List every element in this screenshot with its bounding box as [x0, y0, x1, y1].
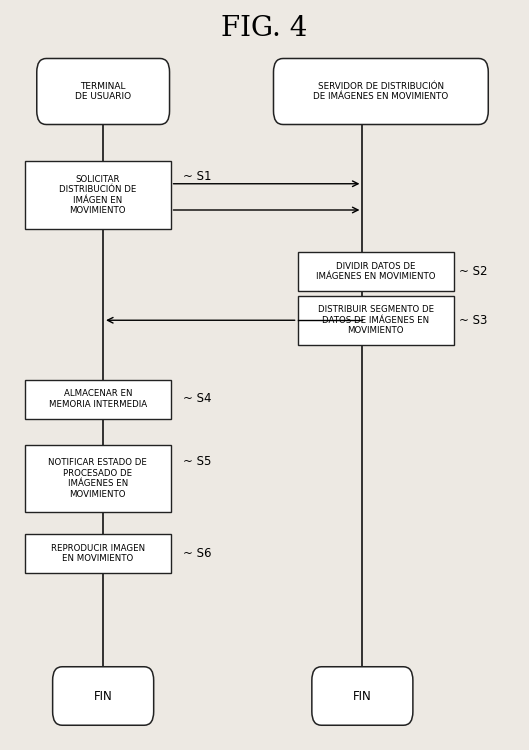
Bar	[297, 296, 453, 345]
Text: 1: 1	[451, 57, 459, 70]
Text: DIVIDIR DATOS DE
IMÁGENES EN MOVIMIENTO: DIVIDIR DATOS DE IMÁGENES EN MOVIMIENTO	[316, 262, 435, 281]
Text: ~ S6: ~ S6	[183, 547, 211, 560]
FancyBboxPatch shape	[37, 58, 169, 124]
Text: TERMINAL
DE USUARIO: TERMINAL DE USUARIO	[75, 82, 131, 101]
Text: ~ S2: ~ S2	[459, 265, 488, 278]
Text: DISTRIBUIR SEGMENTO DE
DATOS DE IMÁGENES EN
MOVIMIENTO: DISTRIBUIR SEGMENTO DE DATOS DE IMÁGENES…	[317, 305, 434, 335]
Text: ~ S3: ~ S3	[459, 314, 488, 327]
Bar	[25, 445, 171, 512]
Text: ~ S4: ~ S4	[183, 392, 211, 406]
Bar	[25, 534, 171, 573]
Text: SOLICITAR
DISTRIBUCIÓN DE
IMÁGEN EN
MOVIMIENTO: SOLICITAR DISTRIBUCIÓN DE IMÁGEN EN MOVI…	[59, 175, 136, 215]
Text: REPRODUCIR IMAGEN
EN MOVIMIENTO: REPRODUCIR IMAGEN EN MOVIMIENTO	[51, 544, 145, 563]
FancyBboxPatch shape	[53, 667, 153, 725]
Text: FIN: FIN	[94, 689, 113, 703]
Text: NOTIFICAR ESTADO DE
PROCESADO DE
IMÁGENES EN
MOVIMIENTO: NOTIFICAR ESTADO DE PROCESADO DE IMÁGENE…	[49, 458, 147, 499]
Text: SERVIDOR DE DISTRIBUCIÓN
DE IMÁGENES EN MOVIMIENTO: SERVIDOR DE DISTRIBUCIÓN DE IMÁGENES EN …	[313, 82, 449, 101]
Text: ALMACENAR EN
MEMORIA INTERMEDIA: ALMACENAR EN MEMORIA INTERMEDIA	[49, 389, 147, 409]
FancyBboxPatch shape	[273, 58, 488, 124]
Bar	[297, 252, 453, 291]
FancyBboxPatch shape	[312, 667, 413, 725]
Text: ~ S5: ~ S5	[183, 454, 211, 468]
Bar	[25, 161, 171, 229]
Text: FIG. 4: FIG. 4	[221, 15, 308, 42]
Bar	[25, 380, 171, 419]
Text: 2: 2	[107, 57, 115, 70]
Text: ~ S1: ~ S1	[183, 170, 211, 183]
Text: FIN: FIN	[353, 689, 372, 703]
